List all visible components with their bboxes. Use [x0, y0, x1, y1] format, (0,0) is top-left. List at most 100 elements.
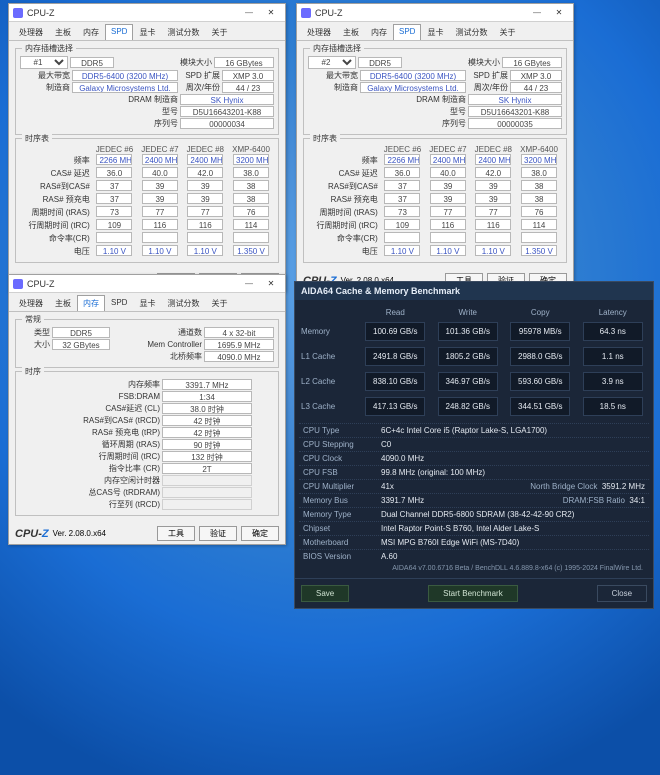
aida-titlebar[interactable]: AIDA64 Cache & Memory Benchmark — [295, 282, 653, 300]
minimize-button[interactable]: — — [527, 6, 547, 19]
timing-cell: 1.10 V — [430, 245, 466, 256]
timing-cell: 2266 MHz — [96, 154, 132, 165]
timing-cell: 2400 MHz — [142, 154, 178, 165]
tab-mainboard[interactable]: 主板 — [49, 24, 77, 40]
minimize-button[interactable]: — — [239, 6, 259, 19]
tab-graphics[interactable]: 显卡 — [133, 24, 161, 40]
mem-value: 3391.7 MHz — [162, 379, 252, 390]
timing-cell: 36.0 — [96, 167, 132, 178]
benchmark-value: 100.69 GB/s — [365, 322, 425, 341]
timing-cell — [187, 232, 223, 243]
timing-cell: 39 — [430, 193, 466, 204]
timing-cell: 1.10 V — [384, 245, 420, 256]
model: D5U16643201-K88 — [180, 106, 274, 117]
mem-value: 38.0 时钟 — [162, 403, 252, 414]
mem-value: 132 时钟 — [162, 451, 252, 462]
timing-cell: 42.0 — [475, 167, 511, 178]
spd-ext: XMP 3.0 — [222, 70, 274, 81]
timing-cell: 39 — [475, 193, 511, 204]
timing-cell: 73 — [384, 206, 420, 217]
timing-cell: 39 — [430, 180, 466, 191]
timing-cell: 38 — [521, 180, 557, 191]
timing-cell — [233, 232, 269, 243]
titlebar[interactable]: CPU-Z — ✕ — [297, 4, 573, 22]
timing-cell: 3200 MHz — [233, 154, 269, 165]
timing-cell: 38 — [521, 193, 557, 204]
aida-credit: AIDA64 v7.00.6716 Beta / BenchDLL 4.6.88… — [299, 563, 649, 574]
tab-spd[interactable]: SPD — [105, 24, 133, 40]
mem-value: 90 时钟 — [162, 439, 252, 450]
benchmark-value: 2988.0 GB/s — [510, 347, 570, 366]
timing-cell: 2400 MHz — [430, 154, 466, 165]
timing-cell: 116 — [187, 219, 223, 230]
mem-value: 42 时钟 — [162, 415, 252, 426]
timing-cell: 40.0 — [142, 167, 178, 178]
timing-cell: 1.10 V — [475, 245, 511, 256]
benchmark-value: 95978 MB/s — [510, 322, 570, 341]
titlebar[interactable]: CPU-Z — ✕ — [9, 4, 285, 22]
timing-cell — [142, 232, 178, 243]
module-size: 16 GBytes — [214, 57, 274, 68]
close-button[interactable]: ✕ — [261, 6, 281, 19]
timing-cell: 114 — [233, 219, 269, 230]
timing-cell: 1.10 V — [187, 245, 223, 256]
benchmark-value: 838.10 GB/s — [365, 372, 425, 391]
mem-value — [162, 475, 252, 486]
timing-cell: 39 — [187, 180, 223, 191]
timing-cell: 2400 MHz — [187, 154, 223, 165]
slot-select[interactable]: #1 — [20, 56, 68, 69]
timing-cell: 1.10 V — [142, 245, 178, 256]
app-icon — [13, 279, 23, 289]
benchmark-value: 1.1 ns — [583, 347, 643, 366]
start-benchmark-button[interactable]: Start Benchmark — [428, 585, 518, 602]
aida-window: AIDA64 Cache & Memory Benchmark ReadWrit… — [294, 281, 654, 609]
timing-table-group: 时序表 JEDEC #6JEDEC #7JEDEC #8XMP-6400频率22… — [15, 138, 279, 263]
app-icon — [301, 8, 311, 18]
benchmark-value: 248.82 GB/s — [438, 397, 498, 416]
module-size-label: 模块大小 — [116, 57, 212, 68]
benchmark-value: 101.36 GB/s — [438, 322, 498, 341]
tabs: 处理器 主板 内存 SPD 显卡 测试分数 关于 — [9, 22, 285, 41]
max-bandwidth: DDR5-6400 (3200 MHz) — [72, 70, 178, 81]
benchmark-value: 346.97 GB/s — [438, 372, 498, 391]
slot-select[interactable]: #2 — [308, 56, 356, 69]
close-button[interactable]: ✕ — [261, 277, 281, 290]
timing-cell — [521, 232, 557, 243]
tab-cpu[interactable]: 处理器 — [13, 24, 49, 40]
benchmark-value: 64.3 ns — [583, 322, 643, 341]
serial: 00000034 — [180, 118, 274, 129]
save-button[interactable]: Save — [301, 585, 349, 602]
tab-bench[interactable]: 测试分数 — [161, 24, 205, 40]
tabs: 处理器 主板 内存 SPD 显卡 测试分数 关于 — [297, 22, 573, 41]
mem-type: DDR5 — [70, 57, 114, 68]
timing-cell: 39 — [187, 193, 223, 204]
timing-cell: 77 — [430, 206, 466, 217]
benchmark-value: 1805.2 GB/s — [438, 347, 498, 366]
cpuz-window-memory: CPU-Z — ✕ 处理器 主板 内存 SPD 显卡 测试分数 关于 常规 类型… — [8, 274, 286, 545]
timing-cell — [475, 232, 511, 243]
window-title: CPU-Z — [27, 8, 239, 18]
timing-cell: 39 — [142, 180, 178, 191]
tab-memory[interactable]: 内存 — [77, 24, 105, 40]
timing-cell: 2400 MHz — [475, 154, 511, 165]
timing-cell: 73 — [96, 206, 132, 217]
benchmark-value: 417.13 GB/s — [365, 397, 425, 416]
timing-cell: 1.350 V — [521, 245, 557, 256]
minimize-button[interactable]: — — [239, 277, 259, 290]
mem-value — [162, 487, 252, 498]
timing-cell: 37 — [384, 193, 420, 204]
week-year: 44 / 23 — [222, 82, 274, 93]
timing-cell: 114 — [521, 219, 557, 230]
timing-cell — [96, 232, 132, 243]
timing-cell: 37 — [96, 180, 132, 191]
dram-mfr: SK Hynix — [180, 94, 274, 105]
mem-value: 2T — [162, 463, 252, 474]
timing-cell: 42.0 — [187, 167, 223, 178]
timing-cell: 116 — [430, 219, 466, 230]
tab-about[interactable]: 关于 — [205, 24, 233, 40]
benchmark-value: 2491.8 GB/s — [365, 347, 425, 366]
close-button[interactable]: ✕ — [549, 6, 569, 19]
mem-value: 42 时钟 — [162, 427, 252, 438]
close-button[interactable]: Close — [597, 585, 647, 602]
titlebar[interactable]: CPU-Z — ✕ — [9, 275, 285, 293]
